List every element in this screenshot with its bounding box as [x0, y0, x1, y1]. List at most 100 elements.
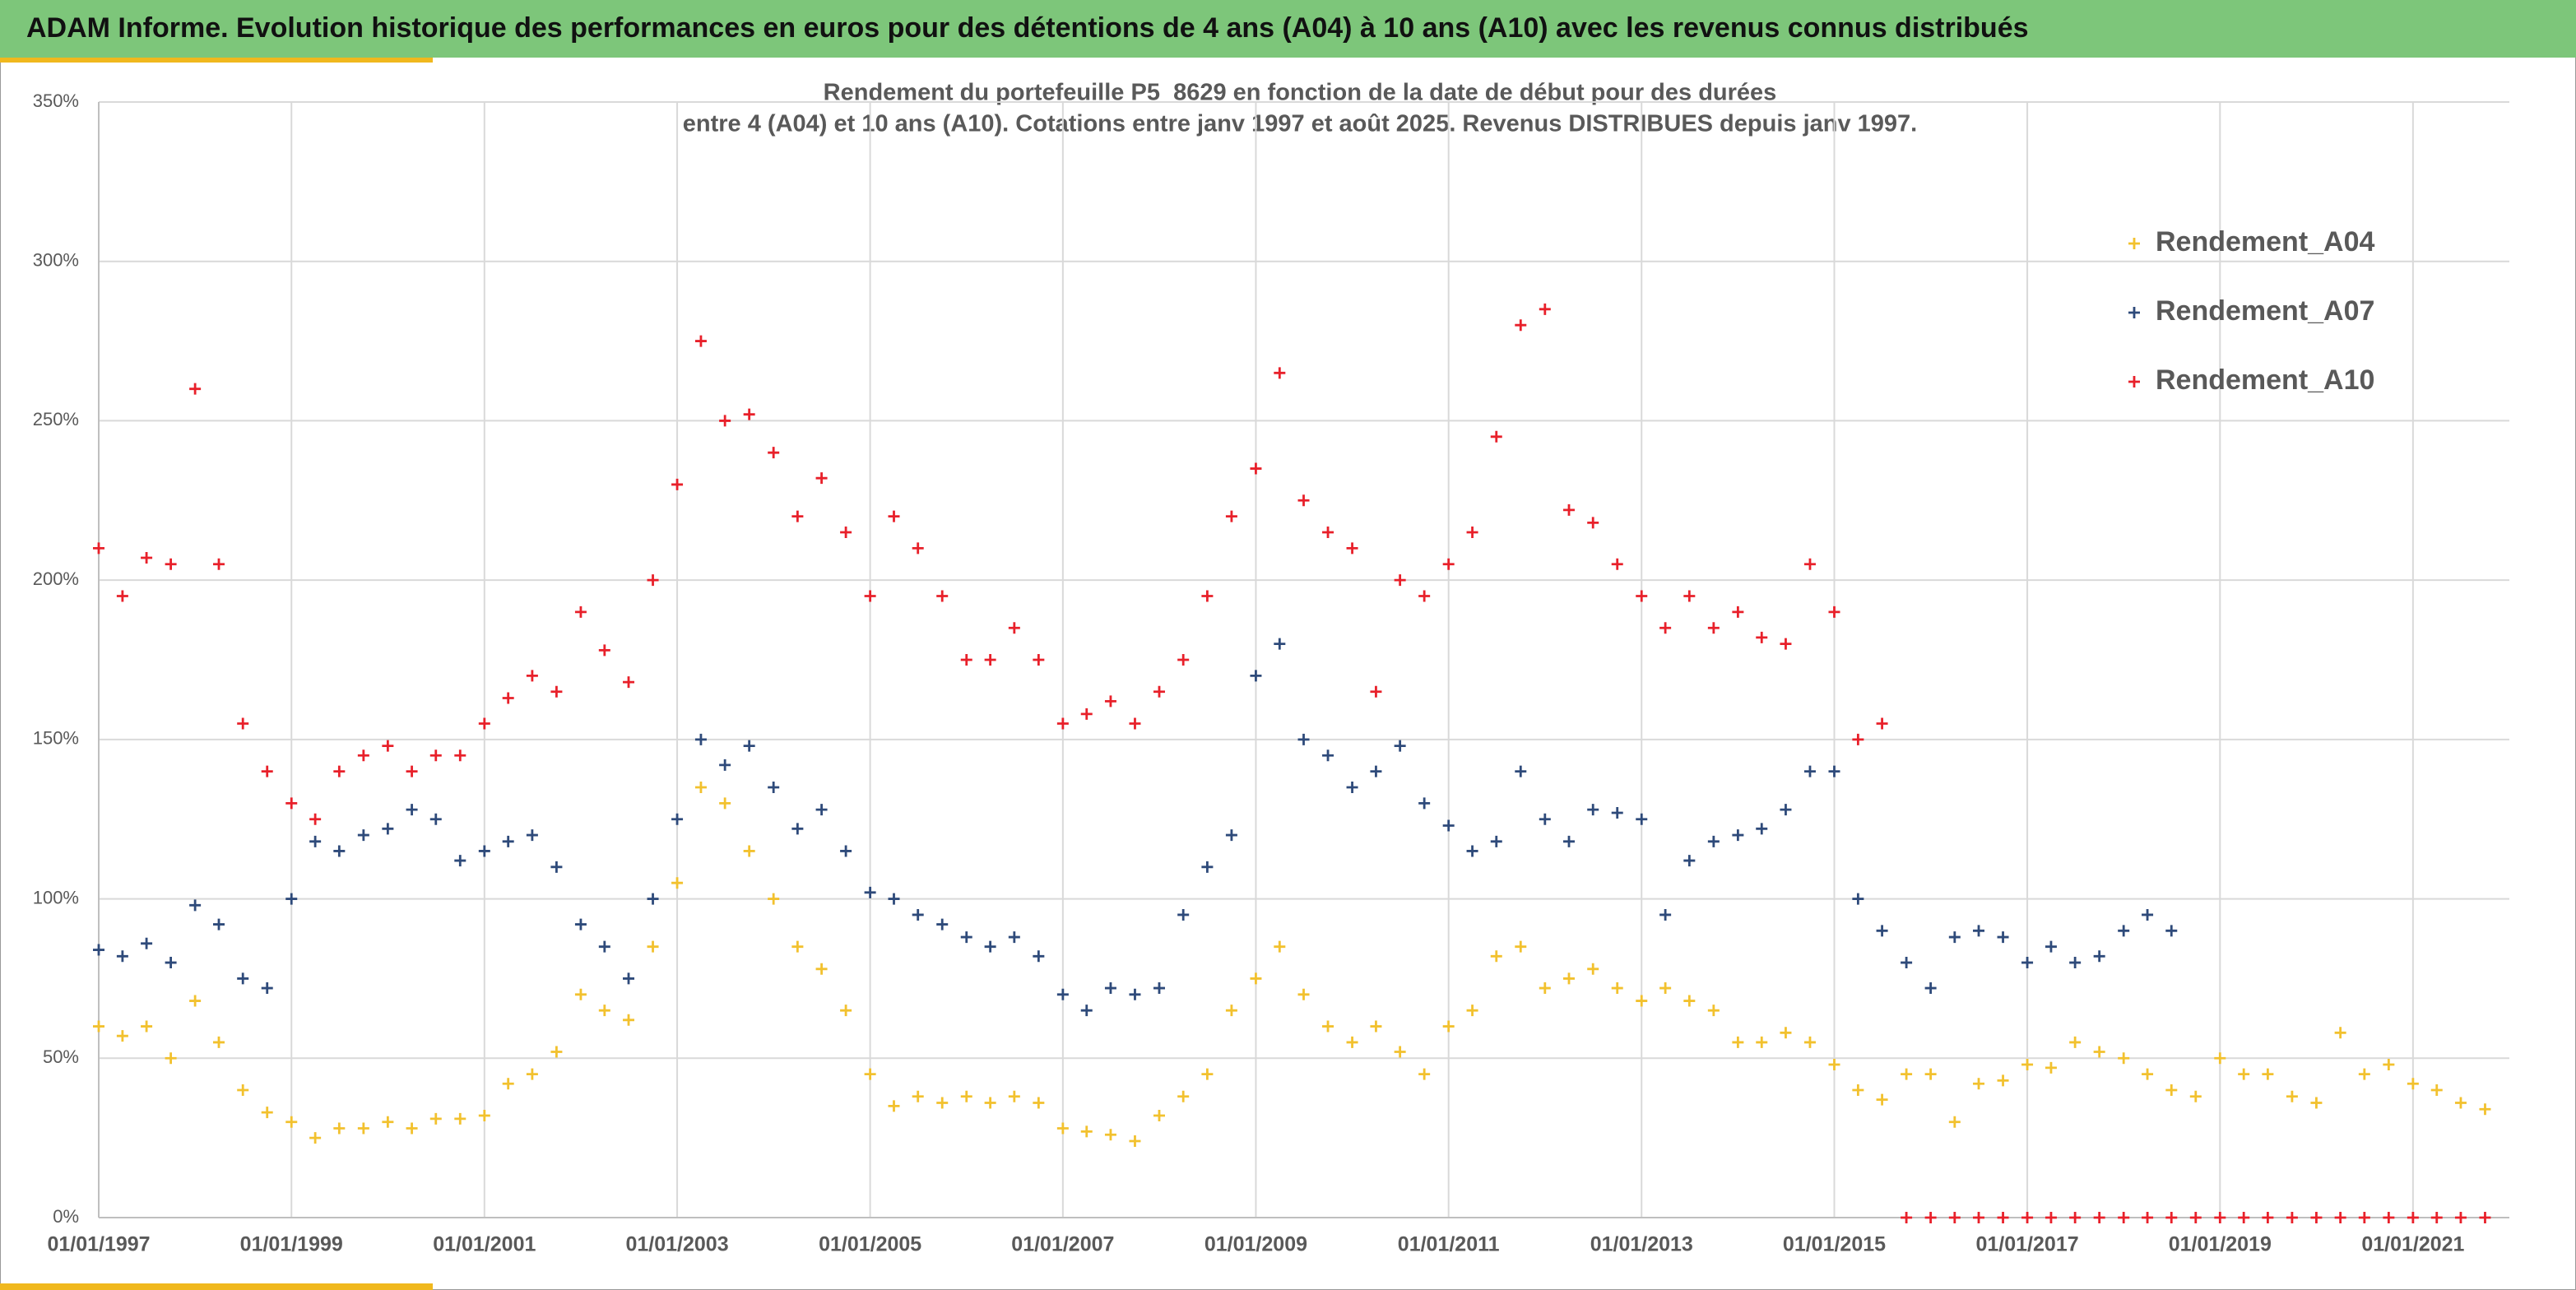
point [984, 1097, 996, 1109]
point [1611, 806, 1623, 819]
point [1563, 972, 1576, 985]
point [2310, 1212, 2323, 1223]
point [1756, 1036, 1768, 1048]
point [1080, 1005, 1093, 1017]
point [1756, 631, 1768, 643]
x-tick-label: 01/01/2017 [1976, 1233, 2079, 1256]
point [2069, 1036, 2082, 1048]
point [1225, 829, 1237, 842]
point [1683, 995, 1696, 1007]
point [165, 558, 177, 570]
point [1177, 654, 1190, 666]
point [1852, 733, 1864, 745]
legend-marker [2128, 238, 2140, 249]
point [2310, 1097, 2323, 1109]
point [2118, 1052, 2130, 1065]
point [1659, 622, 1672, 634]
point [429, 813, 442, 825]
point [1225, 1005, 1237, 1017]
point [1973, 925, 1985, 937]
point [1901, 1068, 1913, 1080]
point [743, 740, 755, 752]
point [213, 558, 225, 570]
point [285, 1116, 298, 1128]
point [478, 717, 490, 730]
point [2454, 1212, 2467, 1223]
point [1346, 1036, 1358, 1048]
point [791, 823, 804, 835]
point [1924, 1068, 1937, 1080]
point [1924, 982, 1937, 995]
legend-label: Rendement_A04 [2156, 226, 2375, 258]
point [502, 1078, 514, 1090]
point [1852, 893, 1864, 905]
point [1442, 819, 1455, 832]
point [1129, 717, 1141, 730]
point [309, 813, 322, 825]
point [309, 1132, 322, 1144]
point [1370, 765, 1382, 777]
point [1056, 988, 1069, 1000]
point [93, 944, 104, 956]
y-tick-label: 0% [53, 1206, 79, 1227]
point [694, 733, 707, 745]
point [333, 1122, 346, 1135]
point [1683, 590, 1696, 602]
point [1394, 740, 1406, 752]
point [309, 835, 322, 847]
point [1973, 1212, 1985, 1223]
x-tick-label: 01/01/2011 [1398, 1233, 1500, 1256]
y-tick-label: 350% [33, 90, 79, 111]
point [1297, 494, 1310, 507]
point [1490, 430, 1502, 443]
point [406, 1122, 418, 1135]
legend-label: Rendement_A07 [2156, 295, 2374, 327]
point [1080, 708, 1093, 720]
point [2334, 1212, 2346, 1223]
point [1466, 1005, 1478, 1017]
point [2454, 1097, 2467, 1109]
point [743, 408, 755, 420]
point [1587, 517, 1599, 529]
point [1707, 622, 1720, 634]
point [1153, 685, 1165, 698]
x-tick-label: 01/01/2015 [1783, 1233, 1886, 1256]
y-tick-label: 100% [33, 887, 79, 907]
y-tick-label: 250% [33, 409, 79, 429]
point [2262, 1212, 2274, 1223]
point [791, 510, 804, 522]
point [2045, 1212, 2057, 1223]
point [1008, 931, 1020, 944]
point [815, 804, 828, 816]
point [2286, 1090, 2298, 1102]
point [719, 759, 731, 771]
point [623, 1014, 635, 1026]
banner [0, 0, 2576, 58]
x-tick-label: 01/01/1997 [47, 1233, 150, 1256]
x-tick-label: 01/01/2013 [1590, 1233, 1693, 1256]
point [2021, 957, 2034, 969]
point [526, 1068, 538, 1080]
point [2430, 1212, 2443, 1223]
point [864, 590, 876, 602]
point [1104, 982, 1116, 995]
point [1515, 319, 1527, 332]
point [2189, 1212, 2202, 1223]
point [2430, 1084, 2443, 1097]
point [2383, 1212, 2395, 1223]
point [237, 972, 249, 985]
point [2214, 1212, 2226, 1223]
point [1104, 1129, 1116, 1141]
point [2069, 957, 2082, 969]
point [1033, 950, 1045, 963]
point [2165, 1212, 2178, 1223]
point [213, 918, 225, 930]
point [2142, 908, 2154, 921]
point [1659, 908, 1672, 921]
point [984, 654, 996, 666]
point [1466, 845, 1478, 857]
point [1901, 957, 1913, 969]
point [1201, 590, 1214, 602]
point [1225, 510, 1237, 522]
point [1394, 1046, 1406, 1058]
